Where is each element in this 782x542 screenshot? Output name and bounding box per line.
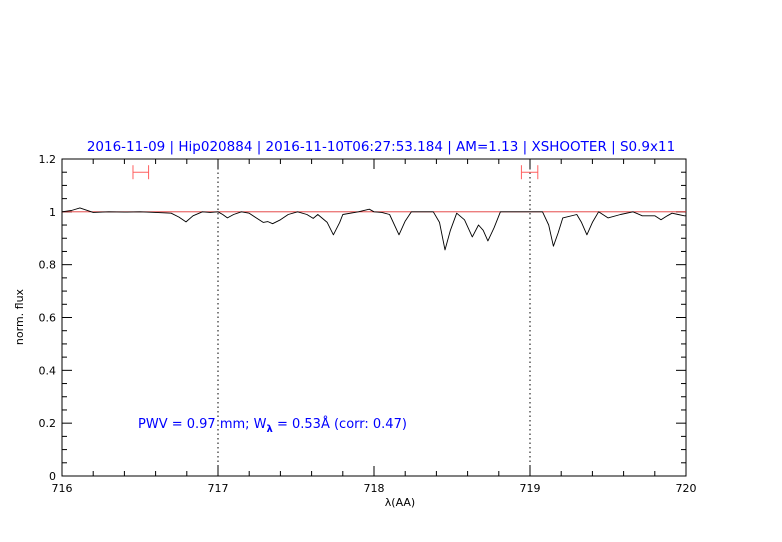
x-tick-label: 716 [52, 482, 73, 495]
annotation-suffix: = 0.53Å (corr: 0.47) [273, 416, 407, 432]
spectrum-line [61, 207, 686, 251]
y-tick-label: 0.2 [39, 417, 57, 430]
y-axis-label: norm. flux [13, 288, 26, 345]
annotation-prefix: PWV = 0.97 mm; W [138, 417, 267, 432]
annotation-subscript: λ [267, 424, 274, 435]
x-tick-label: 720 [676, 482, 697, 495]
interval-marker [520, 165, 539, 180]
chart-title: 2016-11-09 | Hip020884 | 2016-11-10T06:2… [87, 139, 675, 155]
interval-marker [132, 165, 150, 180]
x-tick-label: 718 [364, 482, 385, 495]
pwv-annotation: PWV = 0.97 mm; Wλ = 0.53Å (corr: 0.47) [138, 416, 407, 435]
y-tick-label: 1.2 [39, 153, 57, 166]
y-tick-label: 0.8 [39, 259, 57, 272]
x-tick-label: 719 [520, 482, 541, 495]
y-tick-label: 1 [49, 206, 56, 219]
x-tick-label: 717 [208, 482, 229, 495]
y-tick-label: 0.6 [39, 312, 57, 325]
y-tick-label: 0 [49, 470, 56, 483]
y-tick-label: 0.4 [39, 364, 57, 377]
x-axis-label: λ(AA) [385, 496, 415, 509]
